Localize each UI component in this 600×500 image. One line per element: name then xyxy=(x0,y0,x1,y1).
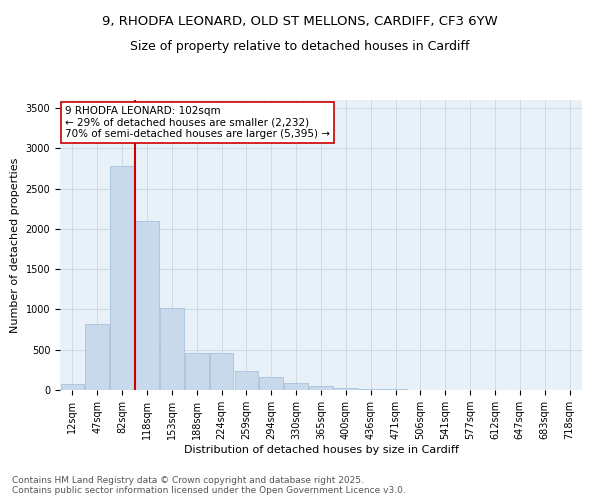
X-axis label: Distribution of detached houses by size in Cardiff: Distribution of detached houses by size … xyxy=(184,445,458,455)
Bar xyxy=(284,383,308,390)
Bar xyxy=(185,353,209,390)
Text: 9, RHODFA LEONARD, OLD ST MELLONS, CARDIFF, CF3 6YW: 9, RHODFA LEONARD, OLD ST MELLONS, CARDI… xyxy=(102,15,498,28)
Bar xyxy=(359,389,383,390)
Text: Size of property relative to detached houses in Cardiff: Size of property relative to detached ho… xyxy=(130,40,470,53)
Bar xyxy=(259,377,283,390)
Text: Contains HM Land Registry data © Crown copyright and database right 2025.
Contai: Contains HM Land Registry data © Crown c… xyxy=(12,476,406,495)
Bar xyxy=(210,353,233,390)
Bar xyxy=(110,166,134,390)
Bar xyxy=(235,372,258,390)
Y-axis label: Number of detached properties: Number of detached properties xyxy=(10,158,20,332)
Bar xyxy=(85,324,109,390)
Text: 9 RHODFA LEONARD: 102sqm
← 29% of detached houses are smaller (2,232)
70% of sem: 9 RHODFA LEONARD: 102sqm ← 29% of detach… xyxy=(65,106,330,139)
Bar xyxy=(160,308,184,390)
Bar xyxy=(309,386,333,390)
Bar xyxy=(61,384,84,390)
Bar xyxy=(334,388,358,390)
Bar xyxy=(135,221,159,390)
